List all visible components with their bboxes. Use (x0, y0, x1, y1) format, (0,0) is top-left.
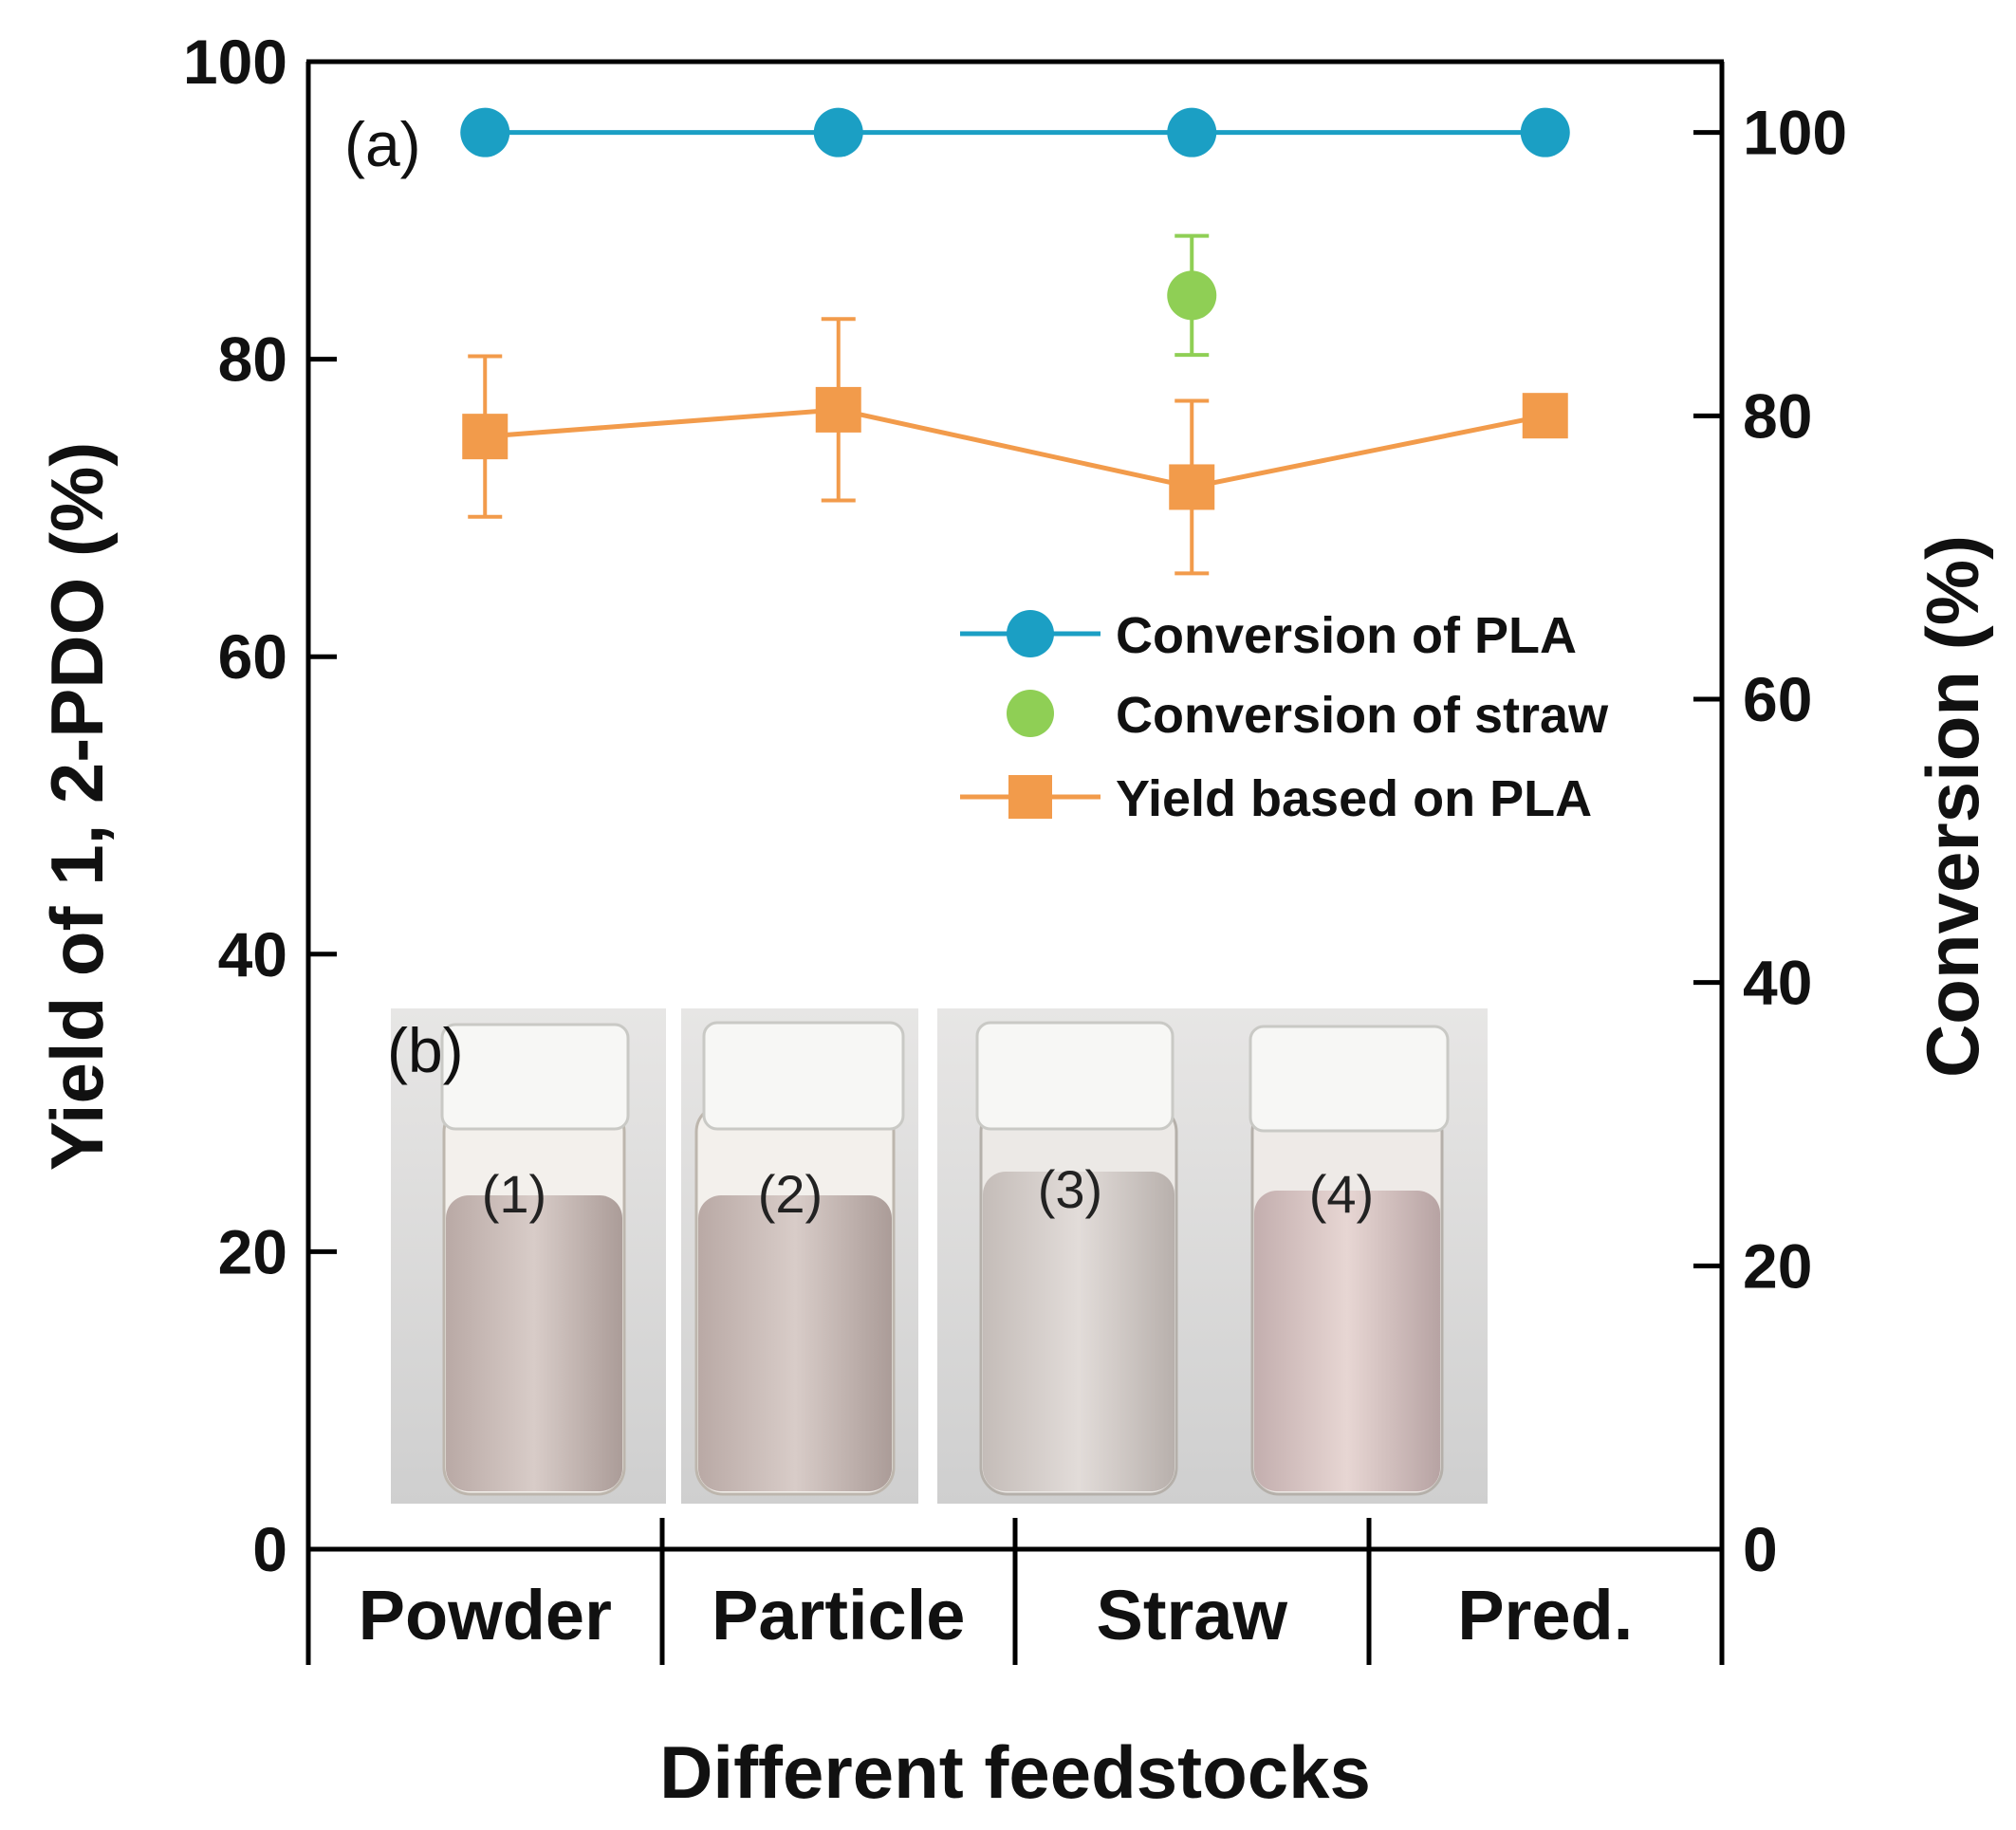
left-tick-label: 60 (218, 621, 287, 692)
left-tick-label: 80 (218, 324, 287, 395)
vial-2 (694, 1021, 905, 1496)
legend: Conversion of PLA Conversion of straw Yi… (960, 607, 1609, 827)
vial-3 (975, 1021, 1178, 1496)
category-label: Straw (1096, 1576, 1287, 1654)
left-tick-label: 0 (252, 1514, 287, 1584)
data-point-square (462, 414, 509, 460)
series-layer (460, 107, 1570, 576)
right-tick-label: 60 (1743, 664, 1812, 734)
left-axis-ticks: 0 20 40 60 80 100 (183, 27, 337, 1584)
y2-axis-title: Conversion (%) (1911, 535, 1994, 1078)
x-axis-title: Different feedstocks (659, 1730, 1371, 1814)
series-2 (462, 317, 1568, 576)
main-panel-label: (a) (344, 109, 421, 179)
legend-label-yield-pla: Yield based on PLA (1116, 770, 1592, 827)
data-point-square (1169, 464, 1215, 510)
y-axis-title: Yield of 1, 2-PDO (%) (35, 442, 119, 1172)
right-tick-label: 100 (1743, 98, 1847, 168)
right-tick-label: 40 (1743, 948, 1812, 1018)
data-point-square (815, 386, 861, 433)
vial-4 (1248, 1025, 1450, 1496)
data-point-square (1522, 393, 1568, 439)
legend-marker-circle (1007, 690, 1054, 737)
inset-photo: (b) (1) (2) (3) (4) (387, 1008, 1488, 1504)
data-point-circle (1167, 270, 1217, 321)
series-0 (460, 107, 1570, 157)
category-labels: Powder Particle Straw Pred. (359, 1576, 1634, 1654)
series-1 (1167, 233, 1217, 358)
category-label: Powder (359, 1576, 612, 1654)
legend-marker-square (1008, 775, 1052, 819)
legend-marker-circle (1007, 610, 1054, 657)
inset-panel-label: (b) (387, 1015, 464, 1085)
data-point-circle (1167, 107, 1217, 157)
legend-label-conversion-pla: Conversion of PLA (1116, 607, 1577, 664)
legend-entry-conversion-straw: Conversion of straw (1007, 687, 1609, 744)
vial-label-4: (4) (1309, 1164, 1374, 1224)
right-axis-ticks: 0 20 40 60 80 100 (1693, 98, 1847, 1584)
right-tick-label: 20 (1743, 1230, 1812, 1301)
legend-entry-yield-pla: Yield based on PLA (960, 770, 1592, 827)
data-point-circle (460, 107, 510, 157)
plot-frame (305, 59, 1725, 1665)
legend-entry-conversion-pla: Conversion of PLA (960, 607, 1577, 664)
right-tick-label: 80 (1743, 380, 1812, 451)
data-point-circle (813, 107, 863, 157)
left-tick-label: 100 (183, 27, 287, 97)
legend-label-conversion-straw: Conversion of straw (1116, 687, 1609, 744)
category-label: Particle (712, 1576, 965, 1654)
left-tick-label: 20 (218, 1216, 287, 1286)
data-point-circle (1520, 107, 1570, 157)
vial-label-3: (3) (1038, 1159, 1102, 1219)
series-line (485, 407, 1546, 490)
vial-label-1: (1) (482, 1164, 546, 1224)
vial-1 (440, 1023, 630, 1496)
vial-label-2: (2) (758, 1164, 823, 1224)
category-label: Pred. (1457, 1576, 1633, 1654)
right-tick-label: 0 (1743, 1514, 1778, 1584)
left-tick-label: 40 (218, 919, 287, 989)
